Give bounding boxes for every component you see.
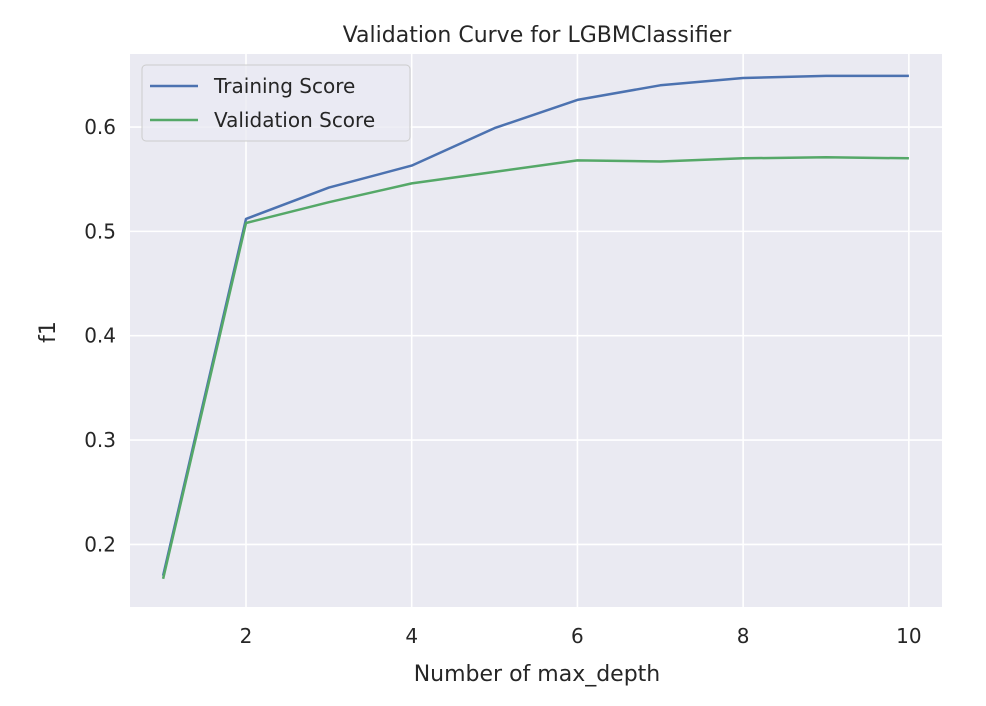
y-tick-label: 0.6 [84,115,116,139]
legend-label-validation: Validation Score [214,108,375,132]
x-tick-label: 10 [896,624,921,648]
x-tick-label: 4 [405,624,418,648]
legend-box [141,64,411,142]
y-axis-label: f1 [36,321,61,343]
legend-label-training: Training Score [213,74,355,98]
x-tick-label: 8 [737,624,750,648]
grid-lines [130,54,942,607]
chart-title: Validation Curve for LGBMClassifier [343,23,733,48]
y-tick-labels: 0.2 0.3 0.4 0.5 0.6 [84,115,116,556]
y-tick-label: 0.4 [84,324,116,348]
plot-area [130,54,942,607]
x-axis-label: Number of max_depth [414,662,661,687]
series-lines [161,74,909,580]
training-score-line [161,74,909,576]
y-tick-label: 0.2 [84,532,116,556]
legend: Training Score Validation Score [141,64,411,142]
x-tick-label: 6 [571,624,584,648]
validation-score-line [161,156,909,580]
x-tick-label: 2 [240,624,253,648]
y-tick-label: 0.5 [84,219,116,243]
x-tick-labels: 2 4 6 8 10 [240,624,922,648]
y-tick-label: 0.3 [84,428,116,452]
